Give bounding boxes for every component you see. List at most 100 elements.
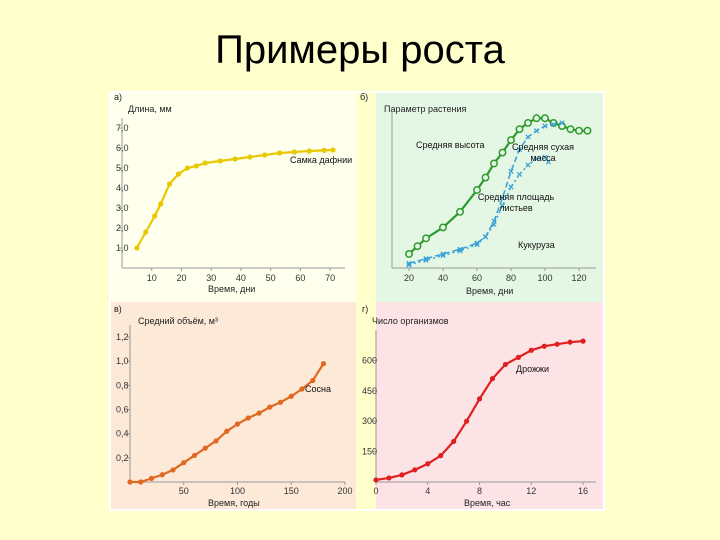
x-tick-label: 40	[438, 273, 448, 283]
data-point	[256, 410, 262, 416]
data-point	[439, 223, 447, 232]
data-point	[554, 341, 560, 347]
data-point	[474, 240, 480, 246]
data-point	[143, 229, 149, 235]
data-point	[213, 438, 219, 444]
data-point	[170, 467, 176, 473]
x-axis-label: Время, годы	[208, 498, 260, 508]
data-point	[463, 418, 470, 424]
data-point	[490, 159, 498, 168]
data-point	[217, 158, 223, 164]
data-point	[152, 213, 158, 219]
data-point	[373, 477, 379, 483]
panel-label: г)	[362, 304, 368, 314]
x-tick-label: 30	[206, 273, 216, 283]
panel-a-background	[110, 92, 356, 302]
panel-d-background	[376, 302, 604, 510]
y-tick-label: 1,0	[116, 243, 129, 253]
data-point	[425, 461, 431, 467]
data-point	[159, 472, 165, 478]
series-annotation: Сосна	[305, 384, 331, 394]
x-tick-label: 60	[472, 273, 482, 283]
panel-label: б)	[360, 92, 368, 102]
data-point	[422, 234, 430, 243]
data-point	[288, 393, 294, 399]
y-tick-label: 3,0	[116, 203, 129, 213]
chart-panel-4: г) Число организмов Время, час 0 4 8 12 16 150 30…	[362, 304, 596, 508]
y-tick-label: 300	[362, 416, 377, 426]
data-point	[306, 148, 312, 154]
data-point	[473, 186, 481, 194]
data-point	[406, 262, 412, 268]
data-point	[440, 252, 446, 259]
data-point	[291, 149, 298, 155]
x-tick-label: 40	[236, 273, 246, 283]
x-tick-label: 50	[266, 273, 276, 283]
data-point	[184, 165, 191, 171]
series-line-2	[408, 122, 563, 265]
x-tick-label: 20	[404, 273, 414, 283]
data-point	[247, 154, 253, 160]
y-tick-label: 7,0	[116, 123, 129, 133]
data-point	[498, 148, 507, 157]
data-point	[515, 354, 521, 360]
y-tick-label: 1,2	[116, 332, 129, 342]
chart-panel-3: в) Средний объём, м³ Время, годы 50 100 150 20…	[114, 304, 353, 508]
data-point	[405, 250, 413, 258]
series-annotation: Средняя площадь листьев	[478, 192, 555, 213]
data-point	[193, 163, 199, 169]
data-point	[175, 171, 182, 177]
data-point	[451, 438, 457, 445]
data-point	[277, 399, 284, 405]
data-point	[267, 404, 273, 410]
data-point	[166, 181, 173, 187]
x-tick-label: 10	[147, 273, 157, 283]
data-point	[276, 150, 283, 156]
x-tick-label: 100	[537, 273, 552, 283]
data-point	[386, 475, 392, 481]
data-point	[533, 156, 540, 162]
y-tick-label: 0,8	[116, 380, 129, 390]
x-tick-label: 12	[526, 486, 536, 496]
data-point	[202, 445, 208, 451]
data-point	[516, 171, 523, 178]
data-point	[525, 162, 531, 168]
data-point	[550, 121, 557, 128]
data-point	[330, 147, 336, 153]
series-annotation: Средняя высота	[416, 140, 484, 150]
data-point	[489, 376, 496, 382]
data-point	[232, 156, 238, 162]
x-tick-label: 0	[373, 486, 378, 496]
data-point	[476, 396, 483, 402]
series-annotation: Самка дафнии	[290, 155, 352, 165]
data-point	[482, 234, 489, 240]
data-point	[224, 428, 230, 434]
figure-border	[109, 91, 605, 511]
data-point	[542, 123, 548, 129]
data-point	[158, 201, 164, 207]
x-tick-label: 8	[477, 486, 482, 496]
data-point	[320, 361, 327, 367]
data-point	[413, 242, 422, 251]
data-point	[456, 207, 464, 216]
data-point	[542, 154, 548, 160]
data-point	[134, 245, 140, 251]
data-point	[532, 114, 541, 123]
data-point	[541, 114, 549, 123]
data-point	[559, 120, 565, 126]
x-tick-label: 50	[179, 486, 189, 496]
panel-label: в)	[114, 304, 122, 314]
x-tick-label: 60	[295, 273, 305, 283]
data-point	[525, 134, 531, 140]
data-point	[502, 361, 509, 368]
data-point	[508, 168, 514, 174]
x-tick-label: 150	[284, 486, 299, 496]
x-tick-label: 200	[337, 486, 352, 496]
x-axis-label: Время, дни	[208, 284, 255, 294]
y-tick-label: 0,6	[116, 405, 129, 415]
data-point	[148, 475, 155, 481]
x-axis-label: Время, час	[464, 498, 511, 508]
series-annotation: Дрожжи	[516, 364, 549, 374]
data-point	[533, 128, 540, 134]
x-tick-label: 120	[571, 273, 586, 283]
